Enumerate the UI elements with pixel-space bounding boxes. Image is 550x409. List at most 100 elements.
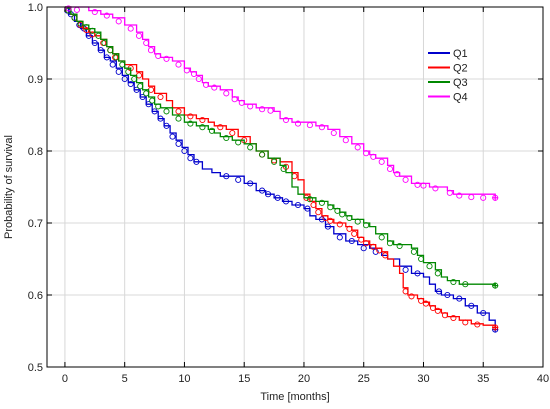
censor-mark [181, 147, 188, 155]
censor-mark [223, 134, 230, 142]
censor-mark [414, 270, 421, 277]
censor-mark [195, 75, 202, 83]
series-line-q3 [64, 6, 496, 286]
censor-mark [468, 194, 475, 201]
x-tick-label: 40 [537, 373, 549, 385]
censor-mark [109, 61, 116, 68]
censor-mark [107, 47, 114, 54]
censor-mark [306, 122, 313, 129]
censor-mark [456, 192, 463, 199]
censor-mark [115, 18, 122, 25]
censor-mark [336, 221, 343, 228]
censor-mark [149, 97, 156, 104]
censor-mark [450, 314, 457, 322]
x-tick-label: 0 [62, 373, 68, 385]
censor-mark [89, 27, 96, 34]
censor-mark [378, 158, 385, 165]
censor-mark [372, 248, 379, 255]
censor-mark [354, 144, 361, 151]
censor-mark [318, 216, 325, 223]
censor-mark [363, 150, 370, 157]
censor-mark [441, 312, 449, 319]
censor-mark [410, 248, 417, 255]
censor-mark [77, 20, 84, 27]
censor-mark [408, 293, 415, 300]
censor-mark [163, 55, 170, 62]
censor-mark [71, 14, 78, 21]
censor-mark [145, 101, 152, 108]
censor-mark [199, 116, 206, 124]
x-axis-title: Time [months] [260, 391, 329, 403]
censor-mark [131, 75, 138, 83]
censor-mark [324, 223, 331, 230]
censor-mark [175, 61, 182, 68]
censor-mark [468, 302, 475, 309]
censor-mark [420, 182, 427, 189]
y-tick-label: 0.6 [28, 290, 43, 302]
y-tick-label: 0.8 [28, 146, 43, 158]
y-tick-label: 0.9 [28, 74, 43, 86]
censor-mark [139, 93, 146, 101]
censor-mark [282, 116, 290, 124]
series-q3 [64, 6, 499, 289]
legend-label-q3: Q3 [453, 77, 468, 89]
censor-mark [147, 47, 155, 54]
legend-label-q2: Q2 [453, 63, 468, 75]
censor-mark [113, 54, 120, 61]
legend: Q1 Q2 Q3 Q4 [428, 48, 468, 104]
censor-mark [334, 207, 341, 214]
censor-mark [265, 191, 272, 198]
censor-mark [414, 181, 421, 188]
x-tick-label: 35 [477, 373, 489, 385]
censor-mark [183, 67, 190, 74]
censor-mark [259, 187, 266, 194]
censor-mark [418, 255, 425, 263]
censor-mark [386, 240, 394, 247]
axis-ticks: 0 5 10 15 20 25 30 35 40 0.5 0.6 0.7 0.8 0.9 1.0 [28, 2, 549, 385]
censor-mark [65, 7, 72, 14]
censor-mark [318, 199, 325, 206]
censor-mark [163, 108, 170, 115]
censor-mark [127, 80, 134, 88]
censor-mark [238, 99, 245, 106]
censor-mark [327, 217, 334, 224]
censor-mark [199, 124, 206, 131]
censor-mark [119, 61, 126, 68]
censor-mark [376, 247, 383, 254]
x-tick-label: 15 [238, 373, 250, 385]
censor-mark [83, 24, 90, 31]
censor-mark [143, 39, 150, 47]
censor-mark [422, 300, 429, 307]
censor-mark [480, 194, 487, 201]
censor-mark [370, 153, 377, 160]
censor-mark [294, 201, 302, 209]
censor-mark [208, 127, 215, 134]
censor-mark [187, 120, 194, 127]
plot-frame [46, 6, 544, 368]
censor-mark [211, 84, 218, 91]
censor-mark [271, 158, 278, 165]
censor-mark [346, 214, 353, 222]
censor-mark [450, 278, 457, 286]
x-tick-label: 30 [417, 373, 429, 385]
censor-mark [103, 54, 110, 61]
censor-mark [322, 214, 329, 222]
censor-mark [370, 243, 377, 250]
censor-mark [306, 196, 313, 203]
censor-mark [429, 304, 437, 312]
censor-mark [339, 211, 346, 218]
censor-mark [402, 266, 409, 273]
legend-label-q1: Q1 [453, 48, 468, 60]
censor-mark [89, 31, 96, 38]
censor-mark [187, 113, 194, 120]
censor-mark [259, 106, 266, 113]
censor-mark [336, 234, 343, 241]
censor-mark [229, 129, 236, 137]
censor-mark [480, 309, 487, 317]
censor-mark [187, 155, 194, 162]
x-tick-label: 20 [298, 373, 310, 385]
censor-mark [346, 225, 353, 232]
series-line-q1 [64, 6, 496, 330]
censor-mark [462, 281, 469, 288]
censor-mark [378, 234, 385, 241]
